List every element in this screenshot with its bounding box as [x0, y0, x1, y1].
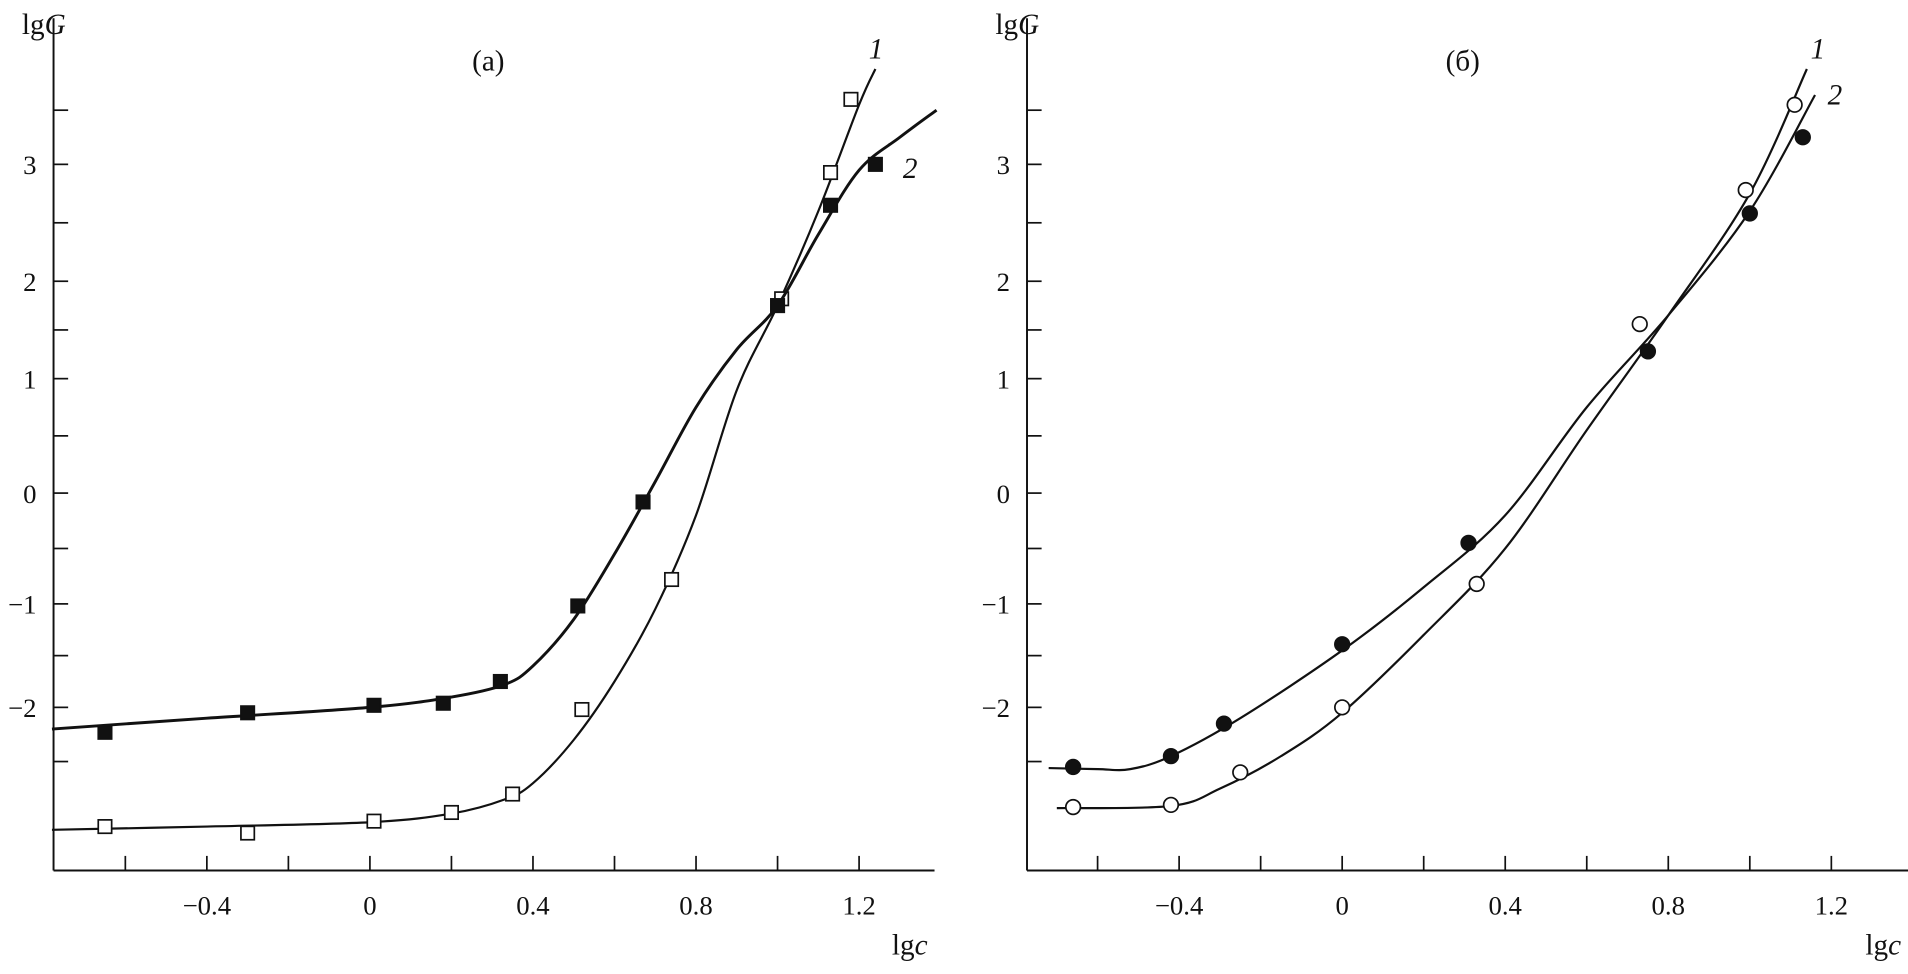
- series-1-point: [1064, 798, 1082, 816]
- y-tick-label: 3: [997, 150, 1010, 180]
- panel-a: lgG (a) lgc 1 2 −0.4 0 0.4 0.8 1.2 3 2 1 0 −1 −2: [8, 9, 938, 962]
- series-2-point: [1162, 747, 1180, 765]
- x-axis-label: lgc: [892, 930, 928, 962]
- series-2-point: [823, 197, 839, 213]
- x-axis-label: lgc: [1865, 930, 1901, 962]
- x-tick-label: 0.4: [1488, 890, 1521, 920]
- series-1-point: [823, 164, 839, 181]
- series-1-point: [1162, 796, 1180, 814]
- series-1-point: [1786, 96, 1803, 113]
- series-1-point: [843, 91, 859, 107]
- y-tick-label: 0: [997, 479, 1010, 509]
- series-2-curve: [1048, 94, 1816, 772]
- series-2-point: [770, 298, 786, 314]
- series-2-point: [1794, 129, 1811, 146]
- series-2-point: [366, 697, 382, 713]
- series-1-curve: [51, 68, 877, 831]
- x-tick-label: 1.2: [842, 890, 875, 920]
- y-tick-label: 1: [997, 364, 1010, 394]
- y-axis-label: lgG: [22, 9, 66, 41]
- y-tick-label: −1: [8, 590, 36, 620]
- series-2-point: [1334, 636, 1351, 653]
- series-1-point: [505, 786, 521, 802]
- series-2-point: [240, 705, 256, 721]
- series-2-point: [435, 695, 451, 711]
- x-tick-label: 0.8: [1652, 890, 1685, 920]
- curve-label-1: 1: [1811, 33, 1826, 65]
- curve-label-1: 1: [869, 33, 884, 65]
- series-2-point: [635, 494, 651, 510]
- series-1-point: [1334, 699, 1351, 716]
- series-2-point: [1460, 534, 1477, 552]
- x-tick-label: 1.2: [1815, 890, 1848, 920]
- series-2-point: [1741, 205, 1758, 222]
- x-tick-label: 0: [363, 890, 376, 920]
- series-1-point: [1468, 575, 1485, 593]
- series-2-point: [1639, 343, 1657, 360]
- series-2-point: [97, 724, 113, 740]
- series-1-curve: [1056, 68, 1808, 810]
- y-tick-label: 2: [23, 267, 36, 297]
- series-1-point: [443, 804, 459, 821]
- series-2-point: [1215, 715, 1233, 732]
- y-tick-label: 2: [997, 267, 1010, 297]
- x-tick-label: 0.4: [516, 890, 549, 920]
- curve-label-2: 2: [1828, 80, 1843, 112]
- series-2-point: [492, 673, 508, 690]
- x-tick-label: 0.8: [679, 890, 712, 920]
- y-tick-label: −2: [8, 693, 36, 723]
- series-1-point: [1232, 764, 1249, 781]
- series-1-point: [366, 813, 382, 829]
- series-1-point: [240, 825, 256, 841]
- series-1-point: [1631, 315, 1648, 333]
- x-tick-label: 0: [1335, 890, 1348, 920]
- series-1-point: [574, 701, 590, 718]
- curve-label-2: 2: [903, 153, 918, 185]
- panel-label: (б): [1446, 46, 1480, 78]
- series-1-point: [97, 819, 113, 835]
- x-tick-label: −0.4: [1155, 890, 1204, 920]
- panel-label: (a): [472, 46, 504, 78]
- series-2-point: [867, 156, 883, 172]
- y-tick-label: 3: [23, 150, 36, 180]
- series-2-curve: [51, 109, 938, 731]
- y-tick-label: −1: [981, 590, 1009, 620]
- y-tick-label: 0: [23, 479, 36, 509]
- y-axis-label: lgG: [995, 9, 1039, 41]
- x-tick-label: −0.4: [183, 890, 232, 920]
- series-2-point: [570, 598, 586, 614]
- series-1-point: [664, 571, 680, 588]
- series-1-point: [1737, 181, 1754, 199]
- series-2-point: [1064, 758, 1082, 776]
- y-tick-label: 1: [23, 364, 36, 394]
- y-tick-label: −2: [981, 693, 1009, 723]
